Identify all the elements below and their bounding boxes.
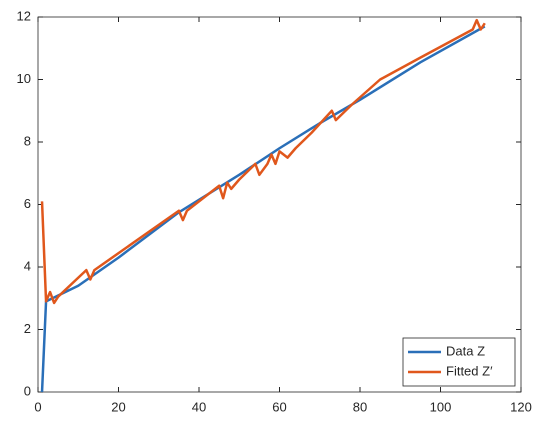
legend-box: [402, 337, 516, 387]
x-tick-label: 0: [34, 399, 41, 414]
legend-label: Data Z: [446, 343, 485, 358]
y-tick-label: 0: [24, 383, 31, 398]
x-tick-label: 120: [510, 399, 532, 414]
y-tick-label: 4: [24, 258, 31, 273]
y-tick-label: 6: [24, 196, 31, 211]
x-tick-label: 80: [353, 399, 367, 414]
legend-label: Fitted Z′: [446, 363, 493, 378]
y-tick-label: 12: [17, 8, 31, 23]
data-line: [40, 25, 486, 393]
y-tick-label: 8: [24, 133, 31, 148]
plot-area: [37, 16, 522, 393]
y-tick-label: 10: [17, 71, 31, 86]
x-tick-label: 40: [192, 399, 206, 414]
x-tick-label: 100: [430, 399, 452, 414]
x-tick-label: 60: [272, 399, 286, 414]
data-line: [40, 18, 486, 305]
x-tick-label: 20: [111, 399, 125, 414]
y-tick-label: 2: [24, 321, 31, 336]
